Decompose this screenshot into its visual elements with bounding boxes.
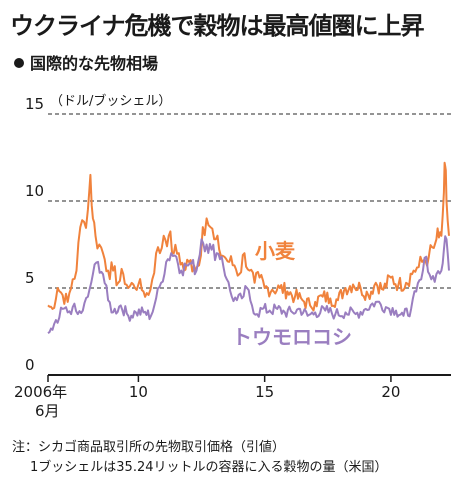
y-axis-unit-label: （ドル/ブッシェル） [50,94,172,109]
y-tick-label-10: 10 [25,182,44,200]
wheat-series-label: 小麦 [255,239,296,263]
x-tick-label-2: 15 [255,383,274,401]
x-tick-label-0: 2006年 [14,383,67,401]
series-line-wheat [47,161,450,312]
chart-subtitle-text: 国際的な先物相場 [30,54,159,73]
x-tick-label-1: 10 [129,383,148,401]
x-tick-sublabel-0: 6月 [35,402,60,420]
footnote: 注：シカゴ商品取引所の先物取引価格（引値） 1ブッシェルは35.24リットルの容… [12,438,388,478]
x-tick-label-3: 20 [381,383,400,401]
series-line-corn [47,235,450,335]
bullet-dot [14,57,24,68]
footnote-line-2: 1ブッシェルは35.24リットルの容器に入る穀物の量（米国） [30,460,388,475]
chart-title: ウクライナ危機で穀物は最高値圏に上昇 [10,12,425,40]
footnote-line-1: 注：シカゴ商品取引所の先物取引価格（引値） [12,440,286,455]
chart-subtitle: 国際的な先物相場 [14,50,158,74]
y-tick-label-0: 0 [25,356,35,374]
y-tick-label-15: 15 [25,95,44,113]
corn-series-label: トウモロコシ [232,325,352,349]
y-tick-label-5: 5 [25,269,35,287]
